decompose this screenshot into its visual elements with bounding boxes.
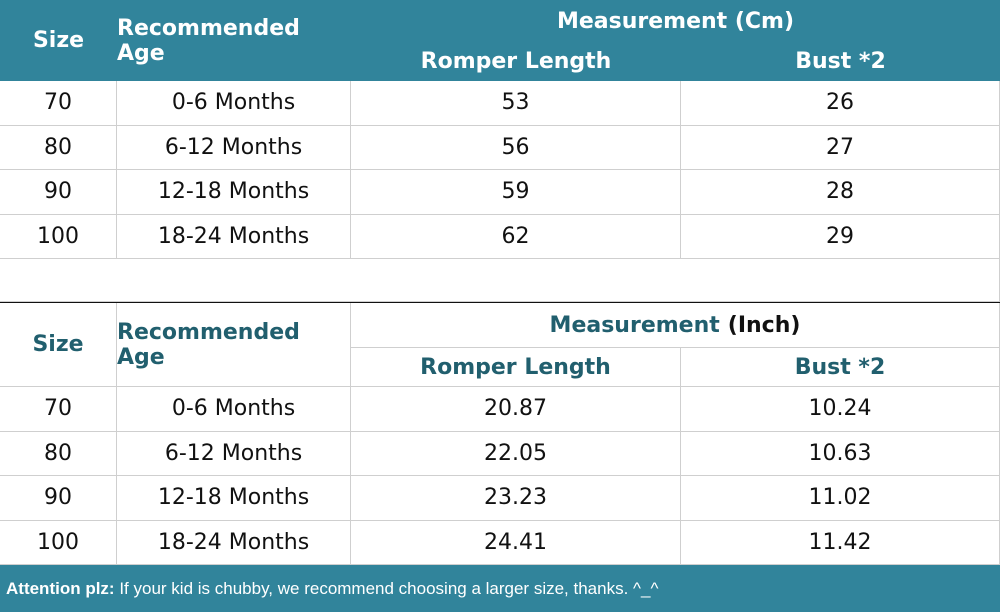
- header-bust: Bust *2: [681, 348, 1000, 387]
- empty-row: [0, 259, 1000, 302]
- table-cell: 18-24 Months: [117, 520, 351, 565]
- table-cell: 10.24: [681, 387, 1000, 432]
- footer: Attention plz: If your kid is chubby, we…: [0, 565, 1000, 612]
- table-cell: 24.41: [351, 520, 681, 565]
- header-size: Size: [0, 303, 117, 387]
- table-cell: 6-12 Months: [117, 125, 351, 170]
- table-cell: 100: [0, 214, 117, 259]
- table-cell: 11.42: [681, 520, 1000, 565]
- table-cell: 27: [681, 125, 1000, 170]
- table-cell: 100: [0, 520, 117, 565]
- header-bust: Bust *2: [795, 49, 886, 74]
- table-cell: 20.87: [351, 387, 681, 432]
- table-cell: 11.02: [681, 476, 1000, 521]
- divider: [0, 301, 1000, 303]
- header-band: [0, 0, 1000, 81]
- measurement-unit: (Inch): [727, 312, 801, 338]
- table-cell: 0-6 Months: [117, 387, 351, 432]
- header-measurement: Measurement (Inch): [351, 303, 1000, 348]
- table-cell: 90: [0, 476, 117, 521]
- table-cell: 90: [0, 170, 117, 215]
- table-cell: 56: [351, 125, 681, 170]
- table-cell: 12-18 Months: [117, 170, 351, 215]
- header-measurement: Measurement (Cm): [556, 8, 795, 34]
- header-age: Recommended Age: [117, 15, 300, 66]
- table-cell: 26: [681, 81, 1000, 126]
- table-cell: 59: [351, 170, 681, 215]
- footer-text: If your kid is chubby, we recommend choo…: [119, 578, 659, 598]
- table-cell: 12-18 Months: [117, 476, 351, 521]
- table-cell: 0-6 Months: [117, 81, 351, 126]
- table-cell: 80: [0, 125, 117, 170]
- header-romper: Romper Length: [420, 49, 612, 74]
- table-cell: 70: [0, 81, 117, 126]
- table-cell: 70: [0, 387, 117, 432]
- table-cell: 23.23: [351, 476, 681, 521]
- footer-label: Attention plz:: [6, 578, 115, 598]
- table-cell: 6-12 Months: [117, 431, 351, 476]
- table-cell: 80: [0, 431, 117, 476]
- header-romper: Romper Length: [351, 348, 681, 387]
- table-cell: 22.05: [351, 431, 681, 476]
- measurement-label: Measurement: [549, 312, 720, 338]
- table-cell: 29: [681, 214, 1000, 259]
- header-age: Recommended Age: [117, 303, 351, 387]
- table-cell: 28: [681, 170, 1000, 215]
- table-cell: 62: [351, 214, 681, 259]
- header-size: Size: [32, 28, 85, 53]
- table-cell: 53: [351, 81, 681, 126]
- table-cell: 10.63: [681, 431, 1000, 476]
- table-cell: 18-24 Months: [117, 214, 351, 259]
